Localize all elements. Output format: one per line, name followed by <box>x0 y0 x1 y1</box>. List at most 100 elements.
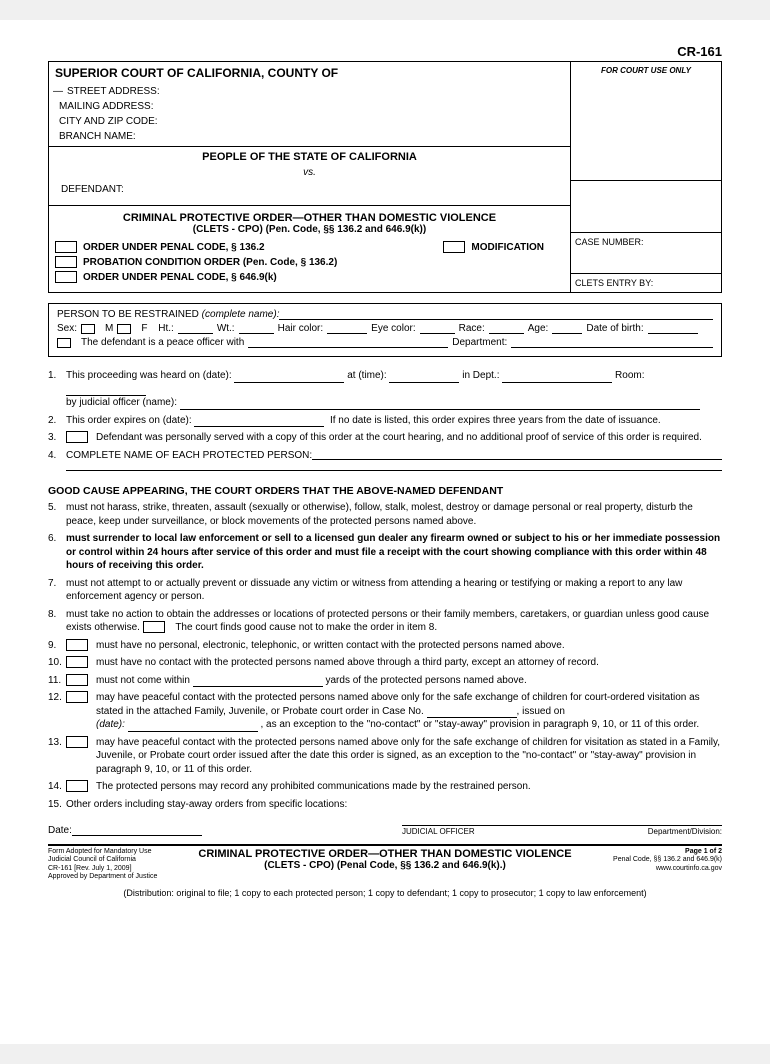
eye-label: Eye color: <box>371 323 415 334</box>
department-label: Department: <box>452 337 507 348</box>
sex-label: Sex: <box>57 323 77 334</box>
judicial-officer-label: JUDICIAL OFFICER <box>402 826 648 836</box>
item-2: 2. This order expires on (date): If no d… <box>48 414 722 428</box>
wt-label: Wt.: <box>217 323 235 334</box>
footer-left4: Approved by Department of Justice <box>48 873 188 881</box>
footer-code: Penal Code, §§ 136.2 and 646.9(k) <box>582 856 722 864</box>
item-14: 14.The protected persons may record any … <box>48 780 722 794</box>
checkbox-136-2[interactable] <box>55 241 77 253</box>
footer: Form Adopted for Mandatory Use Judicial … <box>48 846 722 882</box>
item11b-text: yards of the protected persons named abo… <box>326 675 527 686</box>
clets-label: CLETS ENTRY BY: <box>575 278 653 288</box>
city-zip-row: CITY AND ZIP CODE: <box>49 114 570 129</box>
order-subtitle: (CLETS - CPO) (Pen. Code, §§ 136.2 and 6… <box>55 224 564 235</box>
footer-left: Form Adopted for Mandatory Use Judicial … <box>48 848 188 882</box>
item11a-text: must not come within <box>96 675 190 686</box>
check2-label: PROBATION CONDITION ORDER (Pen. Code, § … <box>83 257 337 268</box>
item12c-text: (date): <box>96 719 125 730</box>
street-address-row: —STREET ADDRESS: <box>49 84 570 99</box>
item1d: Room: <box>615 370 644 381</box>
item2b: If no date is listed, this order expires… <box>330 415 661 426</box>
item-10: 10.must have no contact with the protect… <box>48 656 722 670</box>
item5-text: must not harass, strike, threaten, assau… <box>66 501 722 528</box>
check-row-3: ORDER UNDER PENAL CODE, § 646.9(k) <box>55 271 564 283</box>
check-row-2: PROBATION CONDITION ORDER (Pen. Code, § … <box>55 256 564 268</box>
modification-label: MODIFICATION <box>471 242 544 253</box>
footer-left1: Form Adopted for Mandatory Use <box>48 848 188 856</box>
item-11: 11. must not come within yards of the pr… <box>48 674 722 688</box>
checkbox-item8[interactable] <box>143 621 165 633</box>
checkbox-item11[interactable] <box>66 674 88 686</box>
peace-officer-label: The defendant is a peace officer with <box>81 337 244 348</box>
footer-left3: CR-161 [Rev. July 1, 2009] <box>48 865 188 873</box>
footer-center: CRIMINAL PROTECTIVE ORDER—OTHER THAN DOM… <box>188 848 582 871</box>
item-13: 13.may have peaceful contact with the pr… <box>48 736 722 777</box>
item-6: 6.must surrender to local law enforcemen… <box>48 532 722 573</box>
defendant-label: DEFENDANT: <box>55 182 564 201</box>
item10-text: must have no contact with the protected … <box>96 656 722 670</box>
mailing-address-label: MAILING ADDRESS: <box>59 101 153 112</box>
header-left: SUPERIOR COURT OF CALIFORNIA, COUNTY OF … <box>49 62 571 292</box>
dept-division-label: Department/Division: <box>648 826 722 836</box>
footer-title: CRIMINAL PROTECTIVE ORDER—OTHER THAN DOM… <box>188 848 582 860</box>
item-4: 4. COMPLETE NAME OF EACH PROTECTED PERSO… <box>48 449 722 463</box>
item7-text: must not attempt to or actually prevent … <box>66 577 722 604</box>
item14-text: The protected persons may record any pro… <box>96 780 722 794</box>
item1c: in Dept.: <box>462 370 499 381</box>
checkbox-item3[interactable] <box>66 431 88 443</box>
item9-text: must have no personal, electronic, telep… <box>96 639 722 653</box>
ht-label: Ht.: <box>158 323 174 334</box>
clets-cell: CLETS ENTRY BY: <box>571 274 721 292</box>
checkbox-646-9k[interactable] <box>55 271 77 283</box>
restrained-box: PERSON TO BE RESTRAINED (complete name):… <box>48 303 722 357</box>
checkbox-item13[interactable] <box>66 736 88 748</box>
street-address-label: STREET ADDRESS: <box>67 86 160 97</box>
checkbox-peace-officer[interactable] <box>57 338 71 348</box>
f-label: F <box>141 323 147 334</box>
item2a: This order expires on (date): <box>66 415 192 426</box>
date-signature-row: Date: JUDICIAL OFFICER Department/Divisi… <box>48 825 722 836</box>
good-cause-heading: GOOD CAUSE APPEARING, THE COURT ORDERS T… <box>48 485 722 497</box>
case-number-label: CASE NUMBER: <box>575 237 644 247</box>
check3-label: ORDER UNDER PENAL CODE, § 646.9(k) <box>83 272 277 283</box>
item8b-text: The court finds good cause not to make t… <box>175 622 437 633</box>
item12a-text: may have peaceful contact with the prote… <box>96 692 700 717</box>
checkbox-male[interactable] <box>81 324 95 334</box>
checkbox-item12[interactable] <box>66 691 88 703</box>
item15-text: Other orders including stay-away orders … <box>66 798 722 812</box>
item-9: 9.must have no personal, electronic, tel… <box>48 639 722 653</box>
item-15: 15.Other orders including stay-away orde… <box>48 798 722 812</box>
checkbox-female[interactable] <box>117 324 131 334</box>
item1b: at (time): <box>347 370 386 381</box>
court-use-only: FOR COURT USE ONLY <box>571 62 721 180</box>
footer-left2: Judicial Council of California <box>48 856 188 864</box>
age-label: Age: <box>528 323 549 334</box>
item-5: 5.must not harass, strike, threaten, ass… <box>48 501 722 528</box>
court-header: SUPERIOR COURT OF CALIFORNIA, COUNTY OF <box>55 66 338 80</box>
footer-url: www.courtinfo.ca.gov <box>582 865 722 873</box>
checkbox-item14[interactable] <box>66 780 88 792</box>
footer-sub: (CLETS - CPO) (Penal Code, §§ 136.2 and … <box>188 860 582 871</box>
hair-label: Hair color: <box>278 323 324 334</box>
item-8: 8. must take no action to obtain the add… <box>48 608 722 635</box>
item4-label: COMPLETE NAME OF EACH PROTECTED PERSON: <box>66 449 312 463</box>
order-section: CRIMINAL PROTECTIVE ORDER—OTHER THAN DOM… <box>49 205 570 290</box>
item-1: 1. This proceeding was heard on (date): … <box>48 369 722 410</box>
branch-row: BRANCH NAME: <box>49 129 570 146</box>
item-3: 3. Defendant was personally served with … <box>48 431 722 445</box>
item-7: 7.must not attempt to or actually preven… <box>48 577 722 604</box>
checkbox-probation[interactable] <box>55 256 77 268</box>
order-title: CRIMINAL PROTECTIVE ORDER—OTHER THAN DOM… <box>55 212 564 224</box>
checkbox-item10[interactable] <box>66 656 88 668</box>
vs-label: vs. <box>55 167 564 178</box>
footer-page: Page 1 of 2 <box>582 848 722 856</box>
case-number-cell: CASE NUMBER: <box>571 232 721 274</box>
header-box: SUPERIOR COURT OF CALIFORNIA, COUNTY OF … <box>48 61 722 293</box>
parties-section: PEOPLE OF THE STATE OF CALIFORNIA vs. DE… <box>49 146 570 205</box>
checkbox-modification[interactable] <box>443 241 465 253</box>
check-row-1: ORDER UNDER PENAL CODE, § 136.2 MODIFICA… <box>55 241 564 253</box>
check1-label: ORDER UNDER PENAL CODE, § 136.2 <box>83 242 265 253</box>
court-header-row: SUPERIOR COURT OF CALIFORNIA, COUNTY OF <box>49 62 570 84</box>
branch-label: BRANCH NAME: <box>59 131 136 142</box>
checkbox-item9[interactable] <box>66 639 88 651</box>
